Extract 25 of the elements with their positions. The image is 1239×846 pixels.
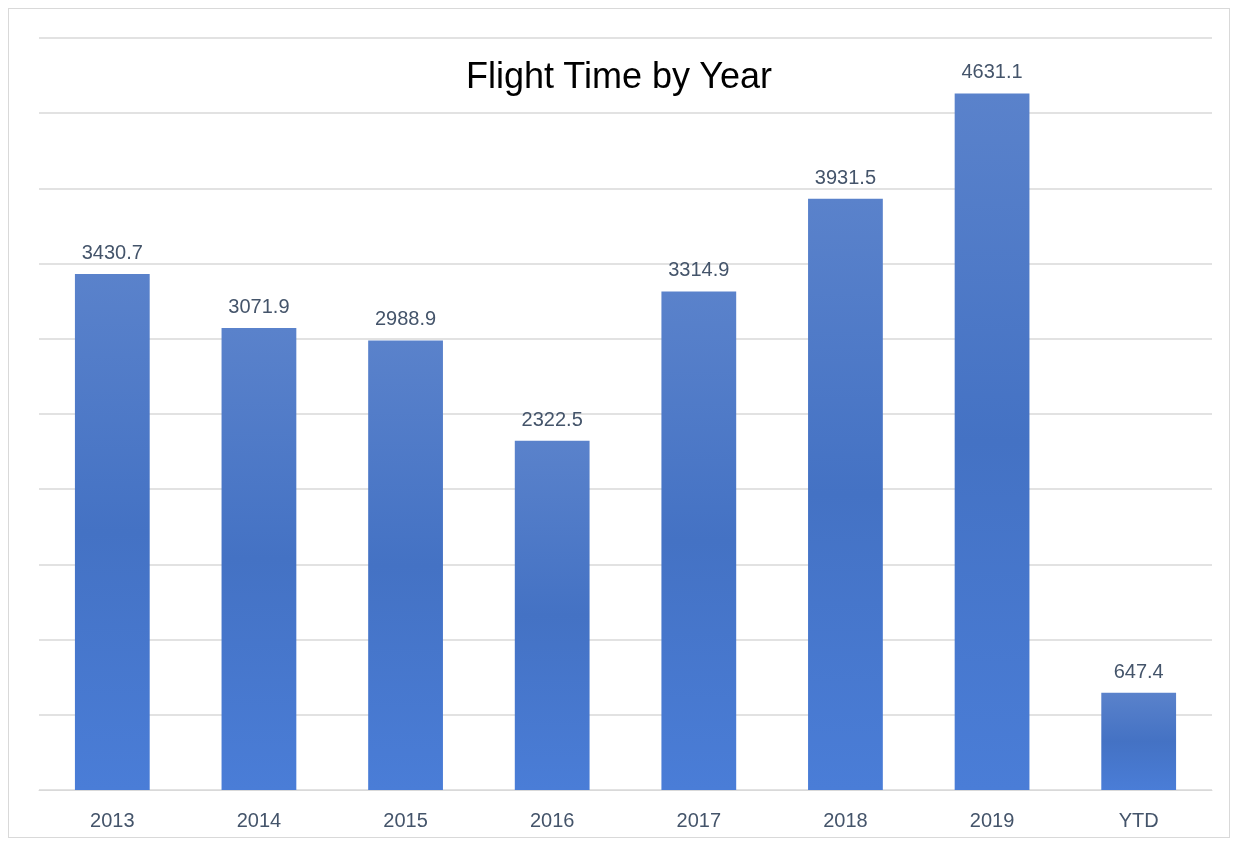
x-tick-label: 2019 bbox=[969, 809, 1015, 831]
x-tick-label: 2018 bbox=[823, 809, 868, 831]
data-label: 3071.9 bbox=[228, 294, 290, 317]
bar bbox=[954, 93, 1030, 790]
data-label: 3314.9 bbox=[668, 258, 730, 281]
data-label: 2322.5 bbox=[521, 407, 583, 430]
x-tick-label: YTD bbox=[1118, 809, 1159, 831]
bar bbox=[221, 327, 297, 790]
data-label: 4631.1 bbox=[961, 60, 1023, 83]
x-tick-label: 2014 bbox=[236, 809, 282, 831]
data-label: 3430.7 bbox=[81, 241, 143, 264]
text: Flight Time by Year bbox=[465, 54, 773, 96]
data-label: 2988.9 bbox=[374, 307, 437, 330]
x-tick-label: 2013 bbox=[90, 809, 135, 831]
x-tick-label: 2017 bbox=[676, 809, 722, 831]
bar bbox=[514, 440, 590, 790]
bar bbox=[1101, 692, 1177, 790]
data-label: 3931.5 bbox=[814, 165, 877, 188]
bar bbox=[808, 198, 883, 790]
bar bbox=[661, 291, 737, 790]
x-tick-label: 2016 bbox=[529, 809, 575, 831]
data-label: 647.4 bbox=[1113, 659, 1164, 682]
x-tick-label: 2015 bbox=[383, 809, 428, 831]
bar bbox=[74, 274, 150, 790]
bar bbox=[368, 340, 443, 790]
